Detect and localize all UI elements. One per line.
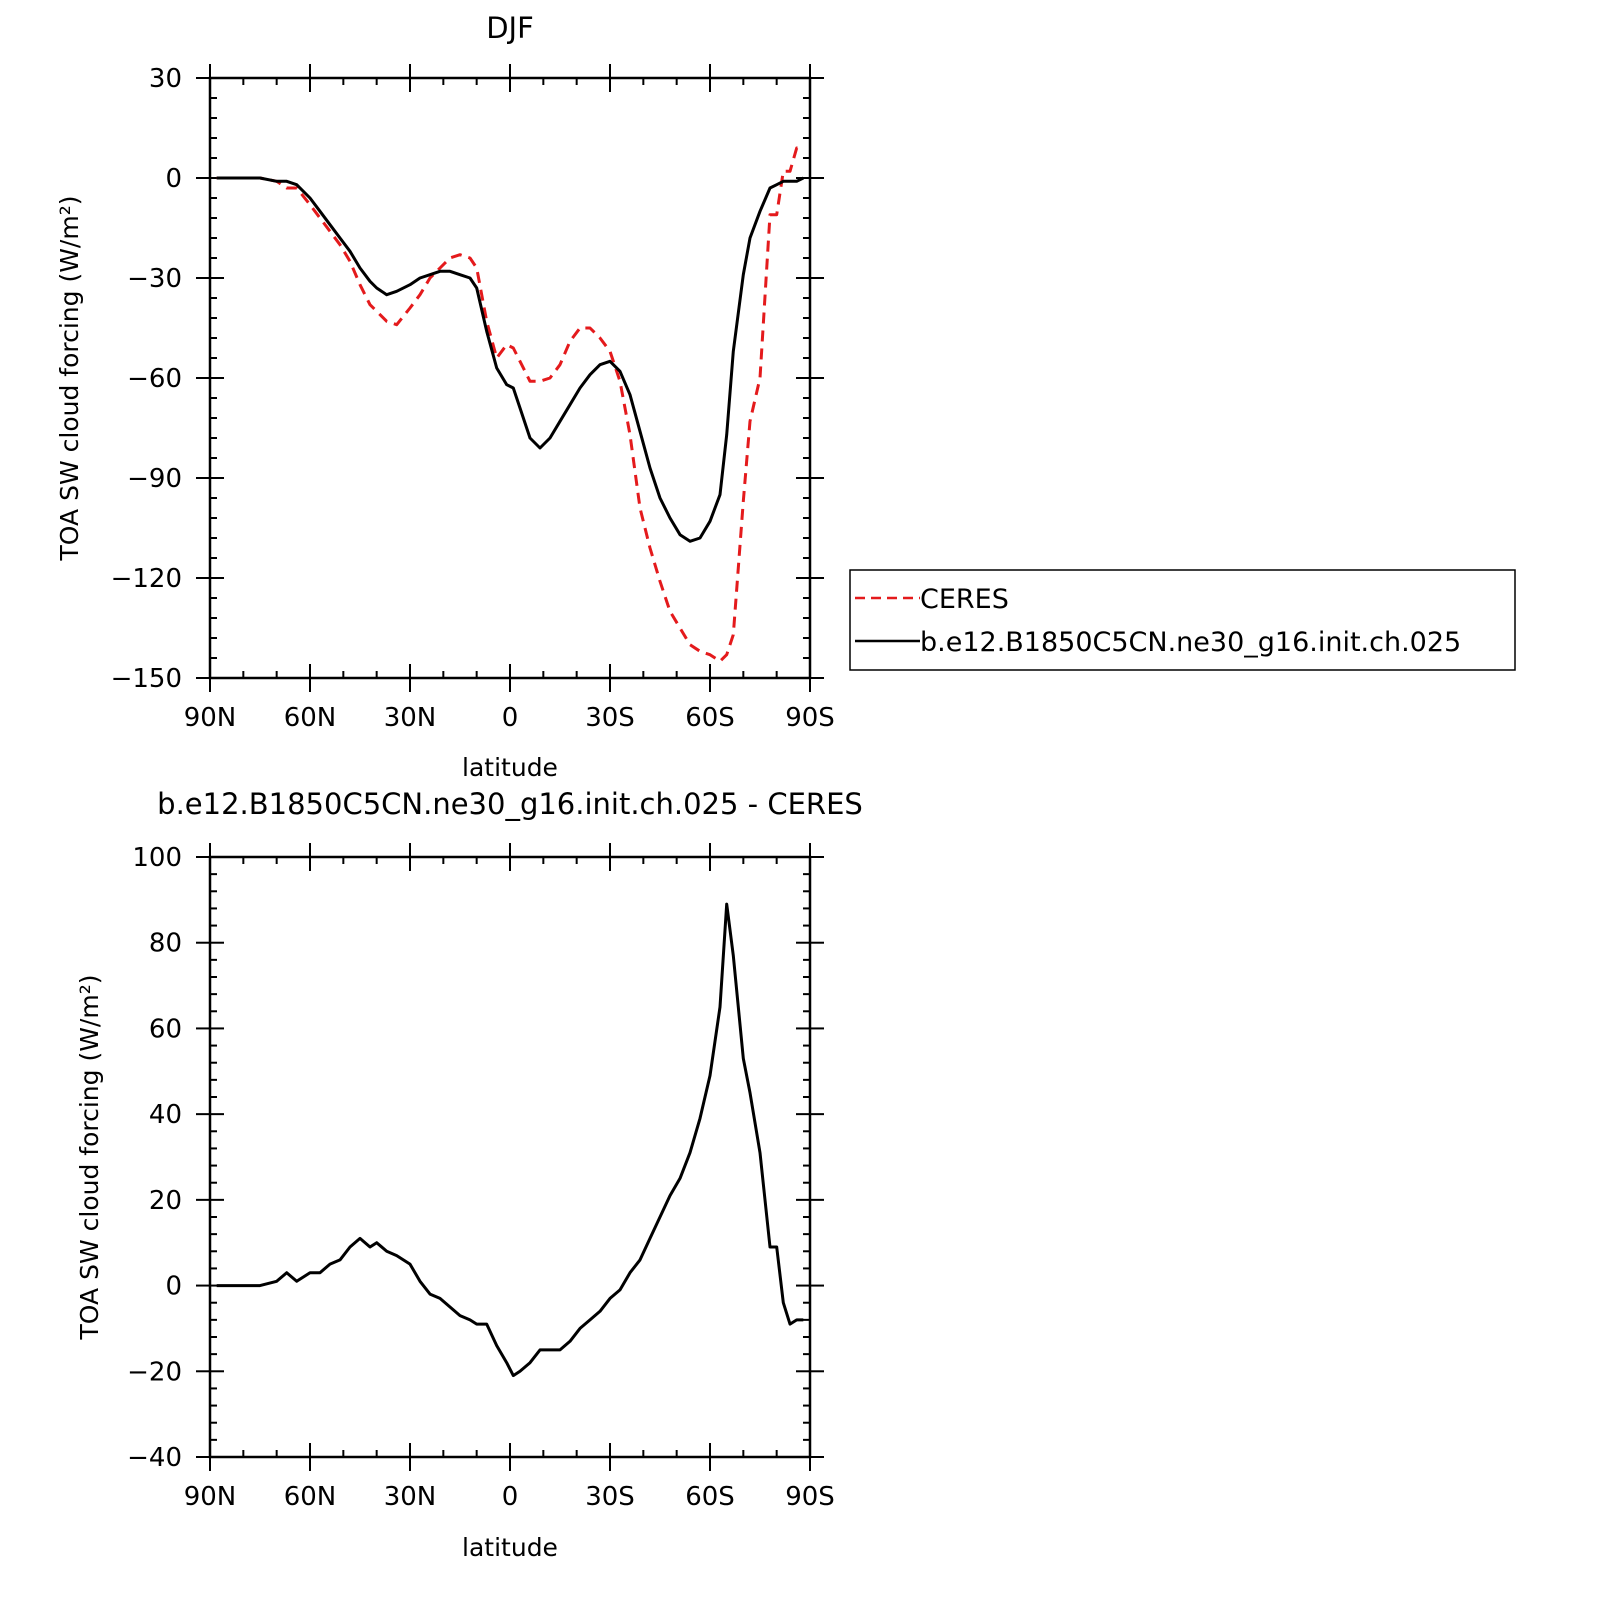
top-panel: DJF 90N 60N 30N 0 30S 60S 90S 30 0 −30 −60 −90 −120 −… [55,11,1516,782]
top-y-tick-label: −150 [111,664,182,694]
bottom-y-tick-label: 80 [149,929,182,959]
top-panel-title: DJF [486,11,534,45]
bottom-x-tick-label: 90N [184,1482,237,1512]
top-x-tick-label: 30S [585,703,635,733]
top-y-tick-label: −30 [127,264,182,294]
bottom-x-tick-label: 30S [585,1482,635,1512]
legend-label-ceres: CERES [920,584,1009,615]
bottom-y-tick-label: 60 [149,1014,182,1044]
top-x-tick-label: 60N [284,703,337,733]
top-y-tick-label: 0 [165,164,182,194]
legend: CERES b.e12.B1850C5CN.ne30_g16.init.ch.0… [849,569,1516,671]
bottom-y-axis-label: TOA SW cloud forcing (W/m²) [75,975,104,1341]
bottom-y-tick-label: −20 [127,1357,182,1387]
bottom-y-tick-label: −40 [127,1443,182,1473]
top-x-tick-label: 90N [184,703,237,733]
top-x-tick-label: 60S [685,703,735,733]
top-y-tick-label: −60 [127,364,182,394]
top-x-tick-label: 0 [502,703,519,733]
top-series-line-ceres [216,146,804,663]
bottom-x-tick-label: 30N [384,1482,437,1512]
bottom-panel-title: b.e12.B1850C5CN.ne30_g16.init.ch.025 - C… [157,787,863,821]
bottom-y-tick-label: 20 [149,1186,182,1216]
top-y-axis-label: TOA SW cloud forcing (W/m²) [55,196,84,562]
bottom-x-tick-label: 60S [685,1482,735,1512]
bottom-x-tick-label: 90S [785,1482,835,1512]
top-y-tick-label: −90 [127,464,182,494]
bottom-x-tick-label: 60N [284,1482,337,1512]
top-x-axis-label: latitude [462,753,558,782]
top-y-tick-label: 30 [149,64,182,94]
bottom-y-tick-label: 0 [165,1272,182,1302]
top-y-tick-label: −120 [111,564,182,594]
top-plot-frame [208,76,812,680]
legend-label-model: b.e12.B1850C5CN.ne30_g16.init.ch.025 [920,627,1461,658]
top-x-tick-label: 90S [785,703,835,733]
bottom-series-line-difference [216,902,804,1378]
bottom-panel: b.e12.B1850C5CN.ne30_g16.init.ch.025 - C… [75,787,863,1562]
bottom-y-tick-label: 100 [132,843,182,873]
top-x-tick-label: 30N [384,703,437,733]
bottom-y-tick-label: 40 [149,1100,182,1130]
legend-box [849,569,1516,671]
bottom-x-axis-label: latitude [462,1533,558,1562]
bottom-x-tick-label: 0 [502,1482,519,1512]
top-series-line-model [216,176,804,543]
